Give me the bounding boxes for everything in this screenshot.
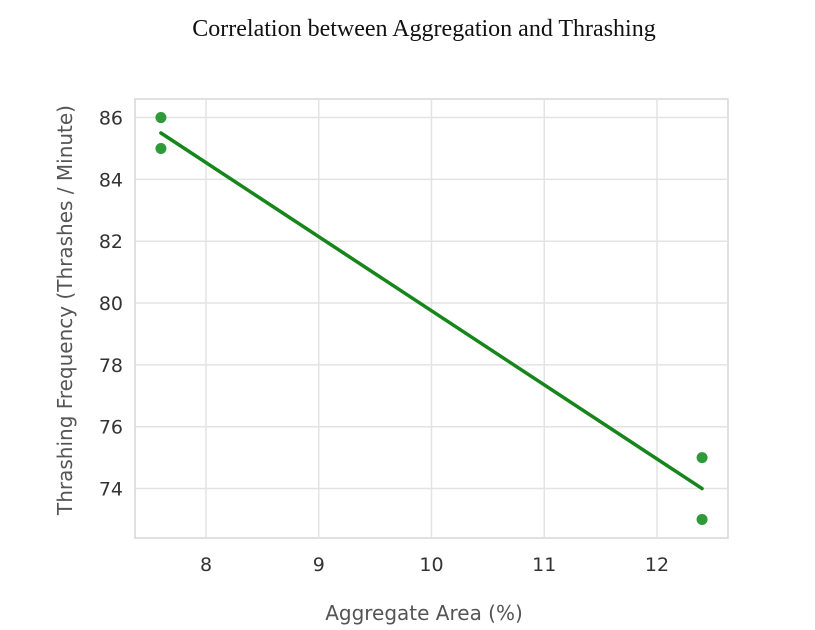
y-tick-label: 76 [99, 417, 123, 439]
y-tick-label: 84 [99, 169, 123, 191]
scatter-point [155, 142, 167, 154]
x-tick-label: 8 [200, 554, 212, 576]
trendline-layer [159, 131, 704, 491]
chart-title: Correlation between Aggregation and Thra… [192, 16, 655, 42]
y-tick-label: 78 [99, 355, 123, 377]
y-axis-label: Thrashing Frequency (Thrashes / Minute) [53, 105, 77, 516]
x-tick-label: 9 [313, 554, 325, 576]
trendline [159, 131, 704, 491]
x-tick-label: 11 [532, 554, 556, 576]
x-tick-labels: 8 9 10 11 12 [200, 554, 669, 576]
y-tick-label: 82 [99, 231, 123, 253]
x-gridlines [205, 99, 658, 538]
x-tick-label: 10 [419, 554, 443, 576]
x-axis-label: Aggregate Area (%) [325, 601, 523, 625]
y-tick-label: 74 [99, 479, 123, 501]
scatter-point [696, 513, 708, 525]
x-tick-label: 12 [645, 554, 669, 576]
scatter-point [696, 452, 708, 464]
scatter-point [155, 112, 167, 124]
y-tick-label: 86 [99, 108, 123, 130]
y-tick-labels: 74 76 78 80 82 84 86 [99, 108, 123, 501]
y-tick-label: 80 [99, 293, 123, 315]
y-gridlines [135, 116, 728, 490]
scatter-points [155, 112, 708, 525]
